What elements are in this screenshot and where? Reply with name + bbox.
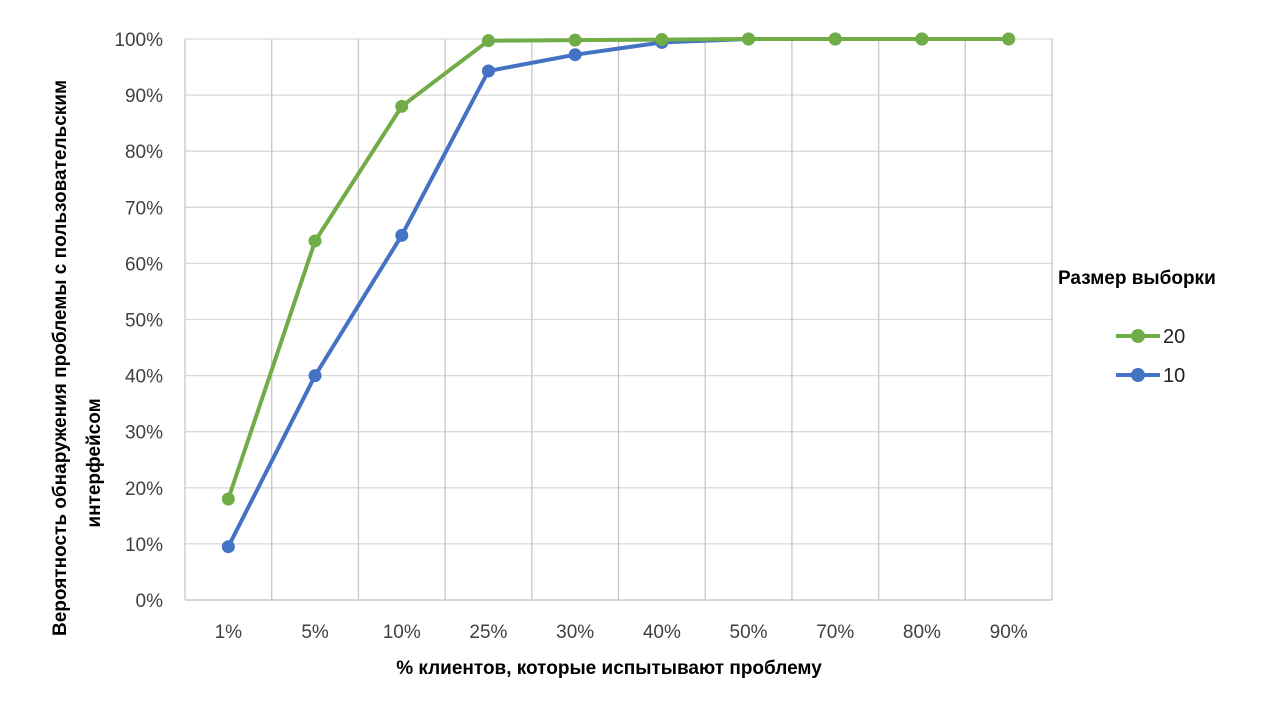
y-tick-label: 10% [125, 535, 163, 556]
data-point-10 [221, 540, 235, 554]
x-tick-label: 70% [816, 622, 854, 643]
legend-title: Размер выборки [1058, 268, 1216, 289]
data-point-20 [221, 492, 235, 506]
x-tick-labels: 1% 5% 10% 25% 30% 40% 50% 70% 80% 90% [215, 622, 1028, 643]
y-axis-title: Вероятность обнаружения проблемы с польз… [50, 80, 105, 636]
legend-marker-20 [1131, 329, 1145, 343]
y-tick-label: 80% [125, 142, 163, 163]
y-tick-label: 60% [125, 254, 163, 275]
y-tick-label: 40% [125, 367, 163, 388]
data-point-20 [742, 32, 756, 46]
x-tick-label: 40% [643, 622, 681, 643]
data-point-20 [568, 33, 582, 47]
y-tick-label: 0% [136, 591, 164, 612]
x-tick-label: 30% [556, 622, 594, 643]
data-point-20 [1002, 32, 1016, 46]
gridlines [184, 38, 1053, 601]
x-axis-title: % клиентов, которые испытывают проблему [396, 658, 822, 679]
y-tick-label: 90% [125, 86, 163, 107]
data-point-10 [395, 228, 409, 242]
x-tick-label: 5% [301, 622, 329, 643]
x-tick-label: 80% [903, 622, 941, 643]
y-tick-label: 30% [125, 423, 163, 444]
legend-label-20: 20 [1163, 326, 1185, 348]
x-tick-label: 10% [383, 622, 421, 643]
y-tick-label: 20% [125, 479, 163, 500]
y-tick-label: 70% [125, 198, 163, 219]
data-point-10 [568, 48, 582, 62]
data-point-10 [481, 64, 495, 78]
legend-label-10: 10 [1163, 365, 1185, 387]
y-tick-labels: 0% 10% 20% 30% 40% 50% 60% 70% 80% 90% 100% [114, 30, 163, 612]
data-point-20 [915, 32, 929, 46]
x-tick-label: 50% [730, 622, 768, 643]
x-tick-label: 90% [990, 622, 1028, 643]
data-point-20 [395, 99, 409, 113]
y-tick-label: 50% [125, 311, 163, 332]
data-point-10 [308, 369, 322, 383]
x-tick-label: 25% [469, 622, 507, 643]
data-point-20 [481, 34, 495, 48]
data-point-20 [308, 234, 322, 248]
y-axis-title-line-2: интерфейсом [84, 398, 105, 527]
x-tick-label: 1% [215, 622, 243, 643]
y-axis-title-line-1: Вероятность обнаружения проблемы с польз… [50, 80, 71, 636]
series-line-20 [226, 37, 1011, 501]
legend-marker-10 [1131, 368, 1145, 382]
series-lines [221, 32, 1016, 554]
data-point-20 [828, 32, 842, 46]
y-tick-label: 100% [114, 30, 163, 51]
data-point-20 [655, 33, 669, 47]
